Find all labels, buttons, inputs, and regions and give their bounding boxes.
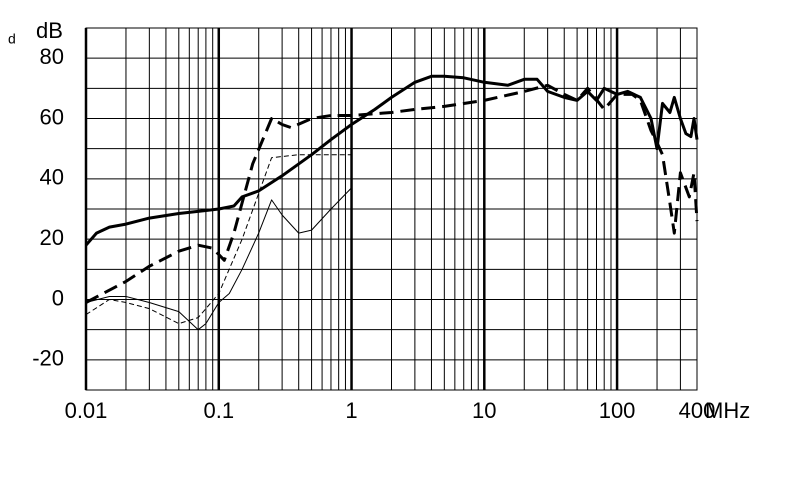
y-tick-label: -20 — [32, 346, 64, 371]
corner-mark: d — [8, 31, 16, 47]
y-tick-label: 80 — [40, 44, 64, 69]
x-tick-label: 400 — [679, 398, 716, 423]
y-tick-label: 40 — [40, 165, 64, 190]
y-tick-label: 0 — [52, 285, 64, 310]
x-tick-label: 10 — [472, 398, 496, 423]
x-axis-label: MHz — [705, 398, 750, 423]
y-tick-label: 20 — [40, 225, 64, 250]
y-tick-label: 60 — [40, 104, 64, 129]
series-line — [85, 154, 352, 325]
y-axis-label: dB — [36, 18, 63, 43]
x-tick-label: 1 — [345, 398, 357, 423]
series-line — [85, 83, 699, 304]
x-tick-label: 0.01 — [65, 398, 108, 423]
series-line — [85, 187, 352, 331]
series-line — [84, 74, 699, 247]
x-tick-label: 0.1 — [203, 398, 234, 423]
x-tick-label: 100 — [599, 398, 636, 423]
